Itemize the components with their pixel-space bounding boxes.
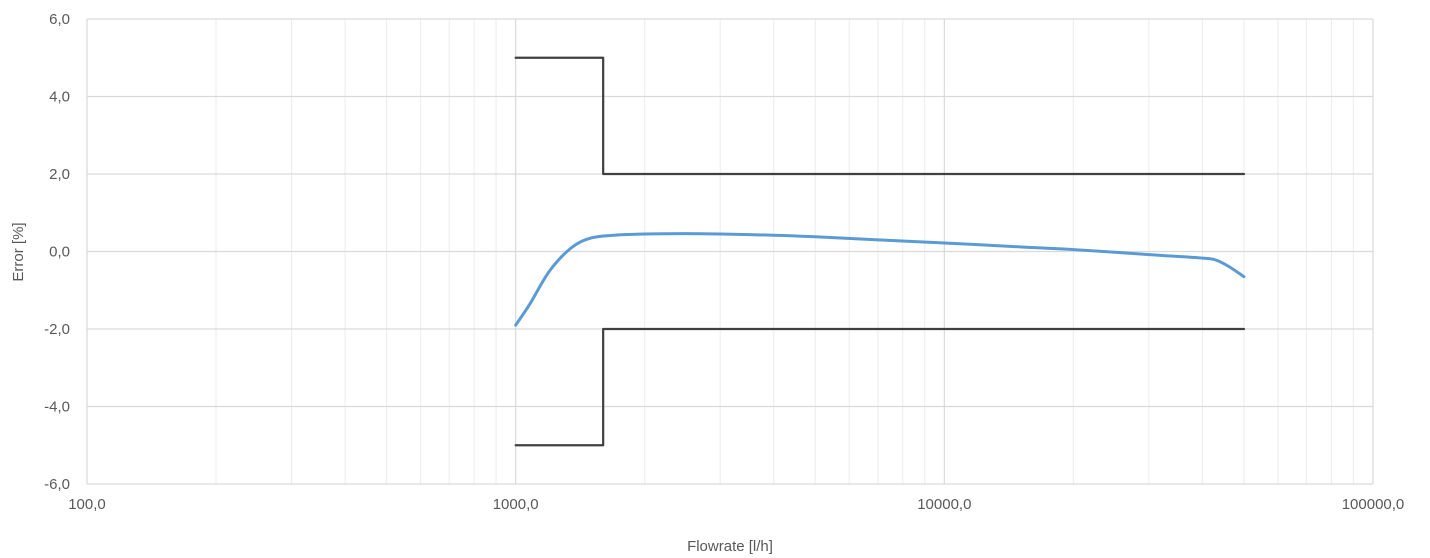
y-tick-label: 4,0: [49, 89, 70, 106]
x-axis-title: Flowrate [l/h]: [687, 538, 773, 555]
series-layer: [514, 56, 1246, 447]
error-curve-line: [514, 232, 1246, 327]
x-tick-label: 10000,0: [917, 496, 971, 513]
y-tick-label: -2,0: [44, 321, 70, 338]
y-tick-labels: 6,0 4,0 2,0 0,0 -2,0 -4,0 -6,0: [44, 11, 70, 493]
lower-limit-line: [514, 327, 1246, 447]
y-axis-title: Error [%]: [10, 222, 27, 281]
y-tick-label: 2,0: [49, 166, 70, 183]
x-tick-label: 100000,0: [1342, 496, 1405, 513]
y-tick-label: 6,0: [49, 11, 70, 28]
y-tick-label: 0,0: [49, 244, 70, 261]
upper-limit-line: [514, 56, 1246, 176]
y-tick-label: -6,0: [44, 476, 70, 493]
x-tick-labels: 100,0 1000,0 10000,0 100000,0: [68, 496, 1404, 513]
y-tick-label: -4,0: [44, 399, 70, 416]
x-tick-label: 100,0: [68, 496, 106, 513]
major-gridlines: [86, 18, 1374, 485]
x-tick-label: 1000,0: [493, 496, 539, 513]
